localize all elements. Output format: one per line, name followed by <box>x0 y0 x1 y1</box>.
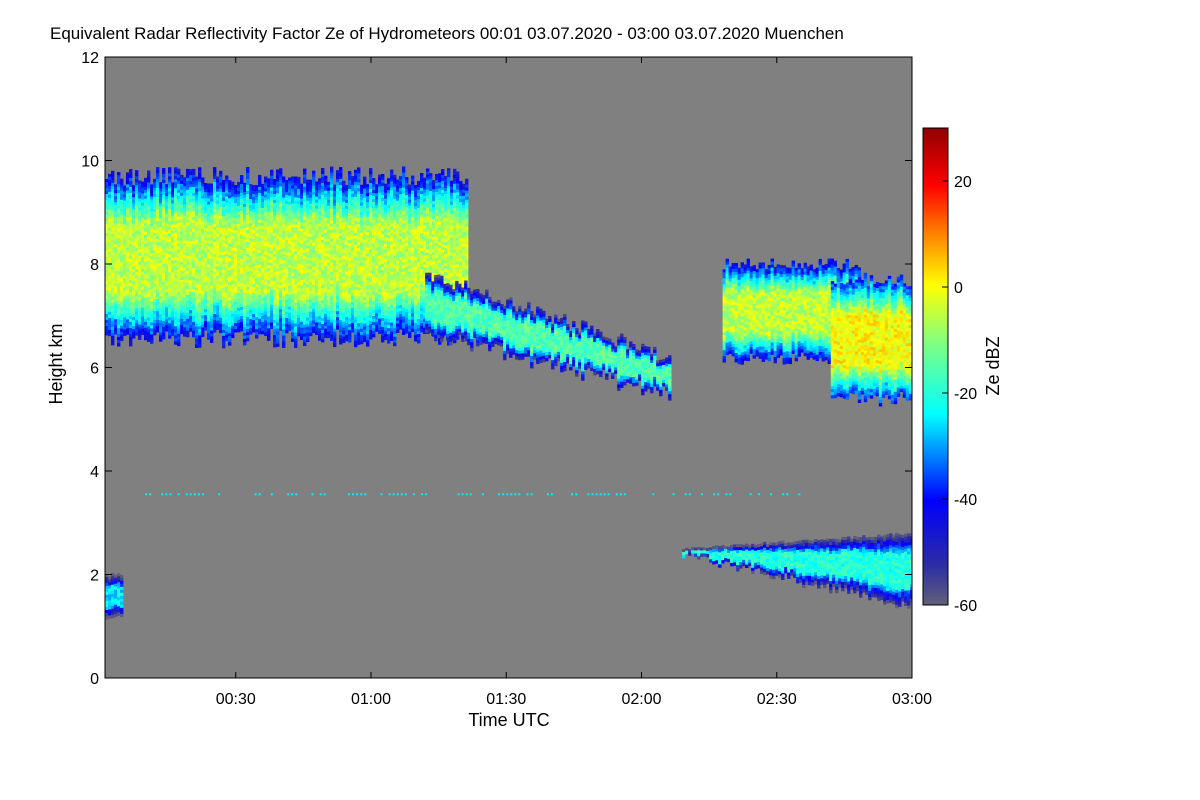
echo-region <box>830 272 912 407</box>
x-axis-label: Time UTC <box>468 710 549 730</box>
x-tick-label: 01:00 <box>351 691 391 708</box>
plot-background <box>105 57 912 678</box>
y-axis: 0 2 4 6 8 10 12 <box>81 50 912 688</box>
echo-region <box>105 166 469 349</box>
echo-region <box>425 272 672 401</box>
x-tick-label: 00:30 <box>216 691 256 708</box>
x-axis: 00:30 01:00 01:30 02:00 02:30 03:00 <box>216 57 932 708</box>
colorbar-tick-label: -40 <box>954 492 977 509</box>
x-tick-label: 01:30 <box>486 691 526 708</box>
colorbar-tick-label: 0 <box>954 280 963 297</box>
clutter-line <box>145 493 801 496</box>
x-tick-label: 02:00 <box>621 691 661 708</box>
chart-title: Equivalent Radar Reflectivity Factor Ze … <box>50 24 844 43</box>
x-tick-label: 02:30 <box>757 691 797 708</box>
colorbar-tick-label: -60 <box>954 598 977 615</box>
y-tick-label: 8 <box>90 257 99 274</box>
y-tick-label: 0 <box>90 671 99 688</box>
x-tick-label: 03:00 <box>892 691 932 708</box>
reflectivity-field <box>105 166 912 620</box>
y-axis-label: Height km <box>46 323 66 404</box>
colorbar-label: Ze dBZ <box>983 336 1003 395</box>
colorbar <box>922 127 949 606</box>
y-tick-label: 4 <box>90 464 99 481</box>
y-tick-label: 6 <box>90 361 99 378</box>
echo-region <box>105 572 124 620</box>
colorbar-axis: 20 0 -20 -40 -60 <box>942 174 977 615</box>
y-tick-label: 12 <box>81 50 99 67</box>
colorbar-tick-label: 20 <box>954 174 972 191</box>
y-tick-label: 10 <box>81 154 99 171</box>
echo-region <box>682 532 912 609</box>
colorbar-tick-label: -20 <box>954 386 977 403</box>
y-tick-label: 2 <box>90 568 99 585</box>
